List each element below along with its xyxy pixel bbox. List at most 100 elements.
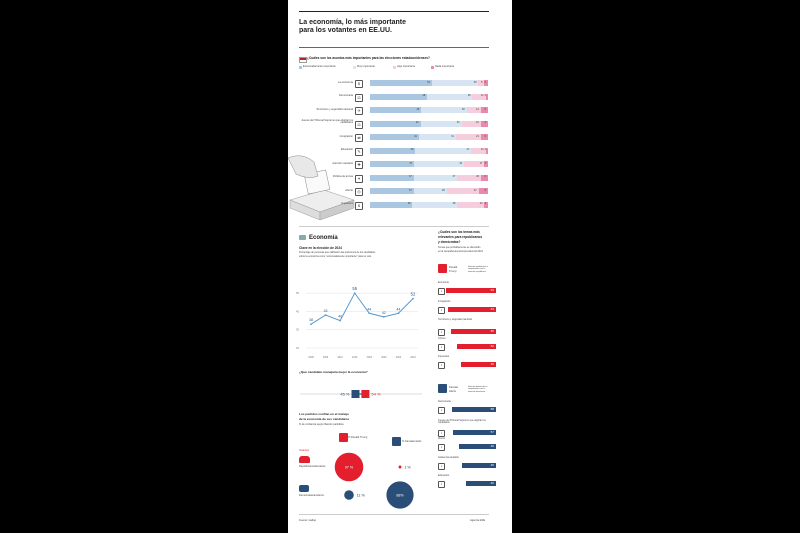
who-question: ¿Qué candidato manejaría mejor la econom… (299, 370, 368, 374)
bubble-dem-harris-label: 88% (396, 493, 404, 497)
survey-bar-segment: 41 (370, 134, 419, 140)
survey-bar-segment: 47 (415, 147, 472, 154)
survey-row-label: Atención sanitaria (332, 161, 353, 165)
who-trump-marker (361, 390, 370, 398)
survey-bar-value: 3 (484, 161, 486, 165)
survey-bar-segment: 37 (370, 174, 414, 181)
economy-line-chart: 55 45 35 25 38 2008 43 2009 40 2012 55 2016 44 2018 42… (296, 286, 418, 359)
survey-row-icon: $ (355, 201, 363, 210)
survey-bar-value: 2 (484, 94, 486, 98)
right-sub1: Temas que probablemente se discutirán (438, 246, 481, 249)
survey-bar-value: 12 (480, 148, 484, 152)
parties-dem: Demócratas/tenderos (299, 494, 324, 497)
survey-row-icon: ✦ (355, 174, 363, 183)
line-ytick: 35 (296, 328, 299, 332)
rep-topic-icon: ▪ (438, 362, 445, 369)
trump-badge-icon (339, 433, 348, 442)
who-harris-pct: 45 % (340, 392, 350, 397)
donkey-icon (299, 485, 309, 492)
survey-row-icon: $ (355, 80, 363, 88)
survey-row-icon: ◎ (355, 188, 363, 196)
rep-topic-icon: ▪ (438, 329, 445, 336)
right-question2: relevantes para republicanos (438, 235, 483, 239)
bubble-dem-trump-label: 11 % (357, 493, 366, 497)
survey-bar-value: 38 (410, 148, 414, 152)
survey-bar-value: 5 (481, 80, 483, 84)
survey-bar-segment: 42 (414, 161, 465, 167)
trump-party-icon (438, 264, 447, 273)
line-xtick: 2008 (308, 356, 314, 359)
ballot-box-illustration (288, 155, 355, 220)
survey-bar-value: 21 (476, 134, 479, 138)
economia-chart-title: Clave en la elección de 2024 (299, 246, 342, 250)
survey-bar-segment: 23 (457, 201, 485, 208)
survey-bar-value: 2 (484, 148, 486, 152)
survey-bar-segment: 6 (480, 120, 488, 127)
survey-bar-segment: 36 (370, 201, 413, 208)
rep-topic-value: 52 (490, 343, 494, 348)
rep-topic-label: Terrorismo y seguridad nacional (438, 318, 472, 321)
survey-bar-value: 42 (459, 161, 463, 165)
legend-label-some: Algo importante (397, 65, 416, 68)
footer-source: Fuente: Gallup (299, 519, 317, 522)
line-point (382, 316, 385, 318)
harris-name1: Kamala (449, 386, 458, 389)
top-rule (299, 11, 489, 12)
democrat-topics-chart: Democracia ▪ 58 Jueces del Tribunal Supremo… (438, 400, 498, 496)
bubble-rep-harris-label: 1 % (404, 465, 411, 469)
survey-bar-segment: 37 (413, 174, 458, 181)
line-point (353, 292, 356, 295)
survey-bar-value: 27 (473, 188, 477, 192)
rep-topic-value: 63 (490, 306, 494, 311)
importance-stacked-bar-chart: La economía $52 39 5 3 Democracia ⚖ 48 38 11 2 Terr… (288, 76, 512, 221)
dem-topic-label: Educación (438, 474, 450, 477)
dem-topic-icon: ▪ (438, 407, 445, 414)
dem-topic-value: 57 (490, 429, 494, 434)
survey-bar-value: 37 (408, 188, 412, 192)
rep-topic-value: 66 (490, 288, 494, 293)
survey-row-icon: ⚖ (355, 120, 363, 129)
survey-bar-value: 6 (484, 175, 486, 179)
survey-row-icon: ✚ (355, 161, 363, 169)
survey-bar-value: 20 (476, 175, 479, 179)
line-data-label: 44 (396, 307, 400, 311)
rep-topic-label: Impuestos (438, 355, 450, 358)
bubble-rep-harris (398, 465, 402, 469)
survey-row-label: Jueces del Tribunal Supremo que eligirán… (301, 118, 353, 125)
bubble-rep-trump (334, 452, 364, 482)
survey-bar-segment: 38 (412, 201, 458, 208)
survey-row-label: Inmigración (339, 134, 353, 138)
legend-swatch-none (431, 66, 434, 69)
survey-bar-segment: 20 (457, 174, 481, 181)
survey-bar-segment: 8 (478, 188, 488, 194)
survey-bar-value: 37 (409, 161, 413, 165)
line-xtick: 2012 (337, 356, 343, 359)
trump-name1: Donald (449, 266, 458, 269)
parties-title1: Los partidos confían en el manejo (299, 412, 350, 416)
survey-bar-segment: 42 (370, 120, 421, 127)
survey-bar-value: 36 (407, 202, 411, 206)
survey-row-icon: ⚖ (355, 93, 363, 102)
survey-row-bar: 41 31 21 6 (370, 134, 488, 140)
dem-topic-value: 40 (490, 481, 494, 486)
legend-label-none: Nada importante (435, 65, 455, 68)
survey-bar-segment: 12 (471, 147, 486, 154)
survey-question: ¿Cuáles son los asuntos más importantes … (307, 56, 430, 60)
rep-topic-label: Economía (438, 281, 449, 284)
survey-row-label: Terrorismo y seguridad nacional (316, 107, 353, 111)
survey-row-label: Impuestos (341, 202, 353, 206)
survey-bar-segment: 17 (464, 161, 485, 167)
harris-badge-icon (392, 437, 401, 446)
survey-row-bar: 37 37 20 6 (370, 174, 488, 181)
who-trump-pct: 54 % (371, 392, 381, 397)
survey-bar-value: 43 (416, 107, 420, 111)
rep-topic-value: 60 (490, 329, 494, 334)
who-economy-scale: 45 % 54 % (300, 390, 422, 398)
line-ytick: 55 (296, 291, 299, 295)
survey-bar-value: 28 (442, 188, 445, 192)
survey-bar-segment: 39 (431, 80, 479, 86)
survey-bar-value: 8 (484, 188, 486, 192)
line-data-label: 43 (324, 309, 328, 313)
parties-sub: % de confianza según filiación partidist… (299, 423, 344, 426)
footer-rule (299, 514, 489, 515)
